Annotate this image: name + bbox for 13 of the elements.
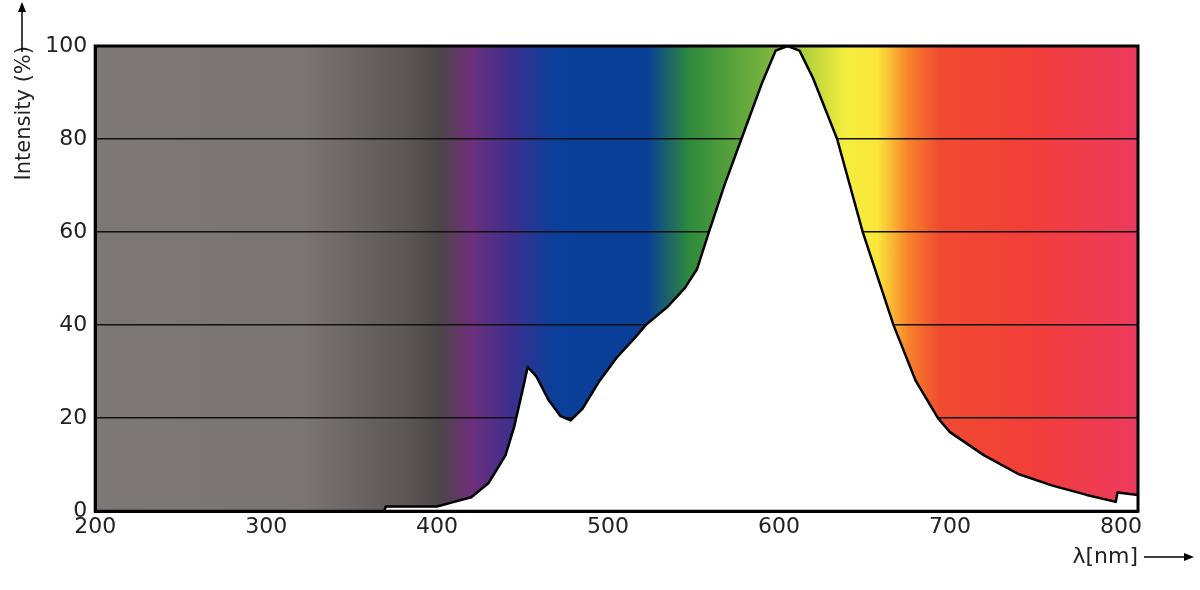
x-tick-label: 400	[416, 513, 459, 539]
y-axis-title: Intensity (%)	[11, 46, 36, 181]
x-tick-label: 300	[245, 513, 288, 539]
y-tick-label: 60	[59, 217, 88, 243]
x-tick-label: 600	[758, 513, 800, 539]
x-tick-label: 800	[1099, 513, 1142, 539]
y-tick-label: 20	[59, 403, 88, 429]
x-axis-title: λ[nm]	[1072, 542, 1138, 568]
y-tick-label: 80	[59, 124, 88, 150]
y-tick-label: 40	[59, 310, 88, 336]
x-tick-label: 500	[587, 513, 630, 539]
y-tick-label: 100	[45, 31, 88, 57]
x-tick-label: 700	[928, 513, 971, 539]
